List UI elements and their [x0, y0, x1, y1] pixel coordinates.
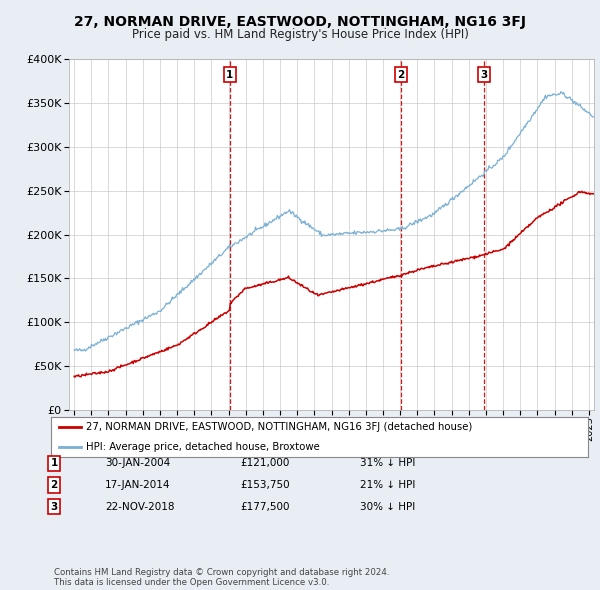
Text: Contains HM Land Registry data © Crown copyright and database right 2024.
This d: Contains HM Land Registry data © Crown c… — [54, 568, 389, 587]
Text: 3: 3 — [50, 502, 58, 512]
Text: 22-NOV-2018: 22-NOV-2018 — [105, 502, 175, 512]
Text: 31% ↓ HPI: 31% ↓ HPI — [360, 458, 415, 468]
Text: 1: 1 — [50, 458, 58, 468]
Text: 2: 2 — [397, 70, 404, 80]
Text: 30-JAN-2004: 30-JAN-2004 — [105, 458, 170, 468]
Text: 2: 2 — [50, 480, 58, 490]
Text: 1: 1 — [226, 70, 233, 80]
Text: £177,500: £177,500 — [240, 502, 290, 512]
Text: 30% ↓ HPI: 30% ↓ HPI — [360, 502, 415, 512]
Text: 3: 3 — [481, 70, 488, 80]
Text: £153,750: £153,750 — [240, 480, 290, 490]
Text: HPI: Average price, detached house, Broxtowe: HPI: Average price, detached house, Brox… — [86, 442, 320, 452]
Text: Price paid vs. HM Land Registry's House Price Index (HPI): Price paid vs. HM Land Registry's House … — [131, 28, 469, 41]
Text: 21% ↓ HPI: 21% ↓ HPI — [360, 480, 415, 490]
Text: £121,000: £121,000 — [240, 458, 289, 468]
Text: 27, NORMAN DRIVE, EASTWOOD, NOTTINGHAM, NG16 3FJ: 27, NORMAN DRIVE, EASTWOOD, NOTTINGHAM, … — [74, 15, 526, 29]
Text: 17-JAN-2014: 17-JAN-2014 — [105, 480, 170, 490]
Text: 27, NORMAN DRIVE, EASTWOOD, NOTTINGHAM, NG16 3FJ (detached house): 27, NORMAN DRIVE, EASTWOOD, NOTTINGHAM, … — [86, 422, 472, 432]
